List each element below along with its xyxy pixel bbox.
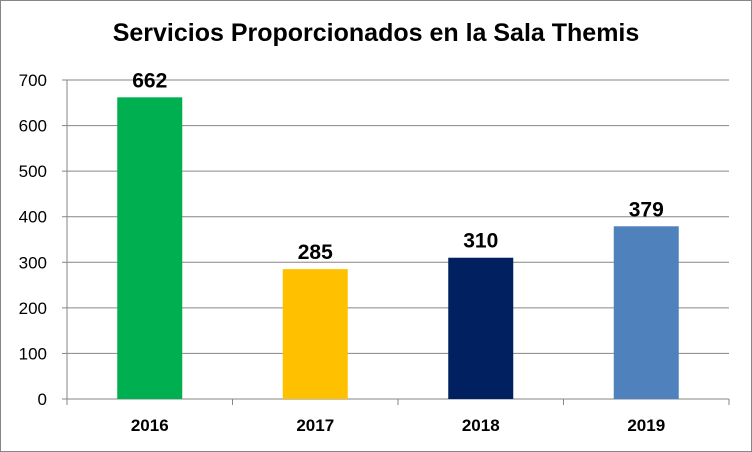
- y-tick-label: 200: [19, 299, 47, 318]
- data-label: 285: [298, 241, 333, 264]
- y-tick-label: 100: [19, 344, 47, 363]
- axes: 0 100 200 300 400 500 600 700: [19, 71, 730, 409]
- bar-2017: [282, 269, 348, 399]
- y-tick-label: 600: [19, 117, 47, 136]
- y-tick-label: 0: [38, 390, 47, 409]
- x-tick-label: 2016: [131, 416, 169, 435]
- bars: [117, 97, 679, 400]
- y-tick-label: 700: [19, 71, 47, 90]
- y-tick-label: 300: [19, 253, 47, 272]
- bar-2018: [448, 257, 514, 399]
- data-label: 379: [629, 198, 664, 221]
- y-tick-label: 400: [19, 208, 47, 227]
- bar-2016: [117, 97, 183, 400]
- x-tick-label: 2018: [462, 416, 500, 435]
- y-tick-label: 500: [19, 162, 47, 181]
- labels: 662 2016 285 2017 310 2018 379 2019: [131, 69, 665, 435]
- x-tick-label: 2019: [627, 416, 665, 435]
- chart-title: Servicios Proporcionados en la Sala Them…: [112, 19, 640, 47]
- x-tick-label: 2017: [296, 416, 334, 435]
- data-label: 662: [132, 69, 167, 92]
- bar-2019: [613, 226, 679, 399]
- data-label: 310: [463, 230, 498, 253]
